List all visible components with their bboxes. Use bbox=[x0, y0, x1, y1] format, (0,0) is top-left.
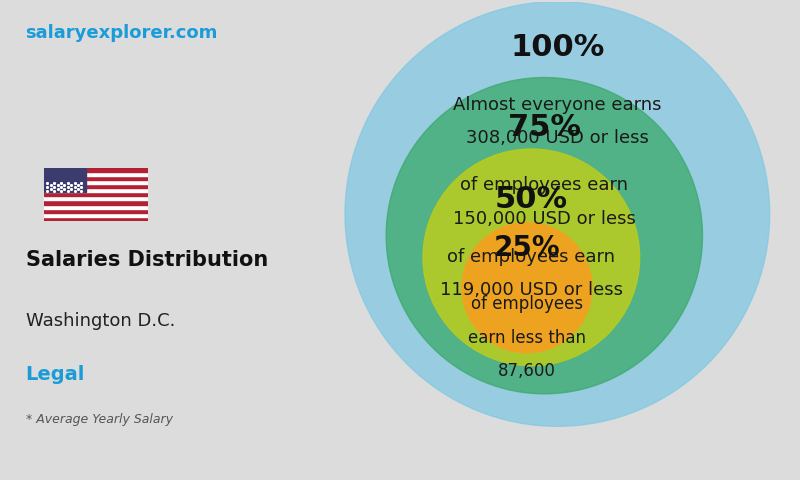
Bar bbox=[44, 204, 148, 209]
Text: 100%: 100% bbox=[510, 33, 605, 62]
Circle shape bbox=[345, 1, 770, 426]
Text: 87,600: 87,600 bbox=[498, 362, 556, 381]
Bar bbox=[44, 188, 148, 192]
Bar bbox=[44, 201, 148, 204]
Text: 150,000 USD or less: 150,000 USD or less bbox=[453, 210, 636, 228]
Bar bbox=[44, 176, 148, 180]
Circle shape bbox=[423, 149, 640, 366]
Text: * Average Yearly Salary: * Average Yearly Salary bbox=[26, 413, 173, 426]
Text: Salaries Distribution: Salaries Distribution bbox=[26, 250, 268, 270]
Circle shape bbox=[386, 77, 702, 394]
Bar bbox=[44, 168, 148, 172]
Bar bbox=[44, 168, 86, 192]
Text: 25%: 25% bbox=[494, 234, 560, 262]
Bar bbox=[44, 192, 148, 196]
Bar bbox=[44, 209, 148, 213]
Text: of employees: of employees bbox=[471, 295, 583, 313]
Bar bbox=[44, 184, 148, 188]
Text: 119,000 USD or less: 119,000 USD or less bbox=[440, 281, 623, 299]
Text: Legal: Legal bbox=[26, 365, 85, 384]
Text: 308,000 USD or less: 308,000 USD or less bbox=[466, 130, 649, 147]
Text: Almost everyone earns: Almost everyone earns bbox=[453, 96, 662, 114]
Bar bbox=[44, 217, 148, 221]
Circle shape bbox=[462, 223, 592, 353]
Bar bbox=[44, 172, 148, 176]
Text: 50%: 50% bbox=[494, 185, 568, 214]
Text: salaryexplorer.com: salaryexplorer.com bbox=[26, 24, 218, 42]
Bar bbox=[44, 213, 148, 217]
Bar bbox=[44, 180, 148, 184]
Text: of employees earn: of employees earn bbox=[460, 176, 628, 194]
Bar bbox=[44, 196, 148, 201]
Text: of employees earn: of employees earn bbox=[447, 248, 615, 265]
Text: Washington D.C.: Washington D.C. bbox=[26, 312, 175, 330]
Text: earn less than: earn less than bbox=[468, 329, 586, 347]
Text: 75%: 75% bbox=[508, 113, 581, 143]
